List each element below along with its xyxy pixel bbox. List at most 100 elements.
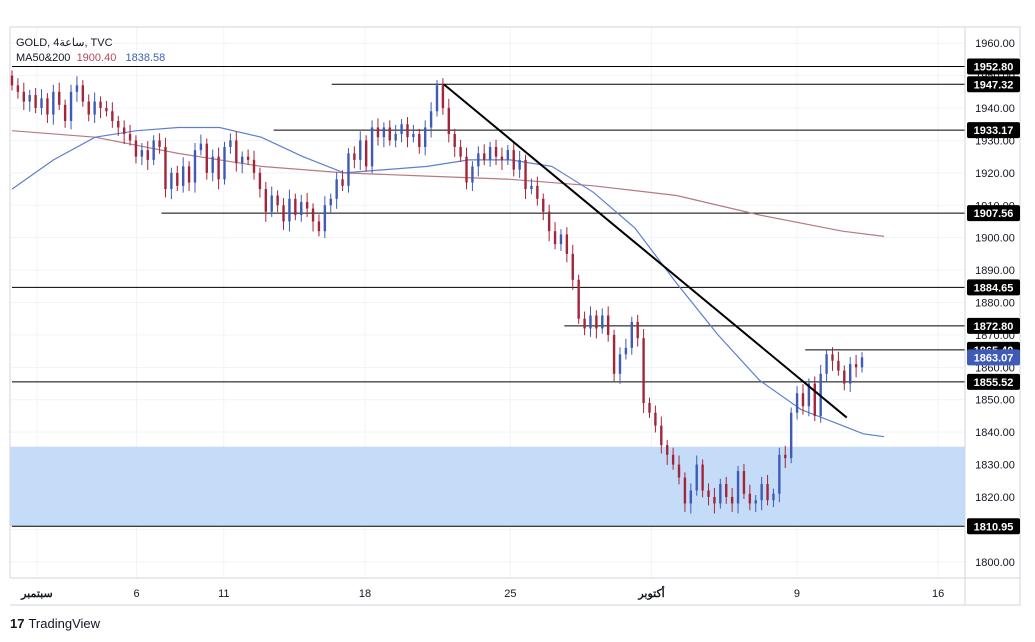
candle-body (784, 454, 787, 459)
candle-body (547, 211, 551, 232)
candle-body (140, 150, 144, 157)
candle-body (128, 133, 132, 141)
level-price-label: 1947.32 (974, 79, 1014, 91)
candle-body (553, 231, 557, 245)
candle-body (565, 234, 569, 254)
price-tick-label: 1830.00 (975, 460, 1015, 472)
candle-body (542, 198, 545, 212)
price-tick-label: 1940.00 (975, 103, 1015, 115)
candle-body (87, 101, 90, 115)
tradingview-logo-icon: 17 (10, 616, 25, 631)
candle-body (660, 425, 663, 446)
price-tick-label: 1930.00 (975, 135, 1015, 147)
level-price-label: 1907.56 (974, 208, 1014, 220)
candle-body (205, 143, 208, 173)
candle-body (241, 156, 244, 164)
candle-body (707, 490, 710, 497)
candle-body (754, 500, 757, 504)
trendline[interactable] (443, 83, 848, 419)
candle-body (235, 140, 238, 164)
candle-body (624, 347, 628, 355)
current-price-label-bg (967, 349, 1020, 366)
candle-body (536, 185, 539, 199)
price-tick-label: 1900.00 (975, 233, 1015, 245)
candle-body (772, 493, 775, 501)
tradingview-brand[interactable]: 17 TradingView (10, 616, 100, 631)
candle-body (111, 111, 114, 121)
price-tick-label: 1800.00 (975, 557, 1015, 569)
chart-frame (9, 26, 1021, 606)
candle-body (636, 321, 639, 339)
candle-body (589, 315, 592, 329)
candle-body (630, 321, 633, 348)
candle-body (58, 91, 61, 105)
candle-body (736, 471, 740, 504)
price-tick-label: 1820.00 (975, 492, 1015, 504)
candle-body (134, 140, 138, 157)
candle-body (583, 318, 586, 329)
level-price-label: 1810.95 (974, 521, 1014, 533)
candle-body (813, 383, 816, 416)
candle-body (353, 153, 356, 160)
candle-body (311, 208, 315, 222)
candle-body (429, 111, 433, 128)
level-price-label-bg (967, 76, 1020, 93)
candle-body (837, 360, 840, 371)
candle-body (854, 364, 858, 368)
level-price-label: 1884.65 (974, 282, 1014, 294)
candle-body (789, 412, 793, 459)
candle-body (34, 95, 37, 109)
candle-body (778, 454, 781, 494)
ma-legend[interactable]: MA50&200 1900.40 1838.58 (16, 52, 165, 64)
candle-body (323, 205, 327, 232)
candle-body (530, 185, 533, 190)
ma50-line (11, 126, 885, 438)
level-price-label: 1933.17 (974, 125, 1014, 137)
candle-body (671, 454, 675, 465)
time-tick-label: أكتوبر (637, 586, 664, 600)
level-price-label: 1952.80 (974, 62, 1014, 74)
candle-body (181, 166, 185, 186)
candle-body (477, 153, 480, 167)
candle-body (725, 484, 728, 497)
candle-body (252, 159, 256, 173)
candle-body (99, 101, 102, 109)
price-axis[interactable]: 1800.001810.001820.001830.001840.001850.… (975, 38, 1015, 569)
candle-body (199, 143, 203, 151)
candle-body (571, 253, 574, 280)
candle-body (701, 464, 704, 491)
candle-body (500, 156, 504, 160)
candle-body (270, 195, 273, 212)
candle-body (164, 146, 167, 190)
candle-body (412, 133, 415, 138)
candle-body (695, 464, 698, 491)
candle-body (93, 101, 96, 115)
candle-body (28, 95, 31, 102)
candle-body (282, 205, 285, 222)
level-price-label: 1872.80 (974, 321, 1014, 333)
price-tick-label: 1920.00 (975, 168, 1015, 180)
time-axis[interactable]: سبتمبر 6 11 18 25 أكتوبر 9 16 (20, 586, 944, 600)
ma50-value: 1900.40 (76, 52, 117, 64)
candle-body (10, 75, 14, 86)
candle-body (81, 85, 85, 102)
candle-body (187, 166, 191, 183)
current-price-label: 1863.07 (974, 352, 1014, 364)
price-tick-label: 1880.00 (975, 298, 1015, 310)
time-tick-label: 9 (794, 588, 800, 600)
candle-body (193, 150, 197, 183)
candle-body (382, 127, 386, 138)
candle-body (258, 172, 262, 190)
symbol-legend[interactable]: GOLD, 4ساعة, TVC (16, 36, 113, 49)
candle-body (400, 124, 403, 134)
candle-body (223, 146, 226, 180)
candle-body (364, 140, 368, 167)
candle-body (848, 364, 852, 384)
candle-body (518, 159, 521, 170)
candle-body (75, 85, 79, 92)
brand-name: TradingView (28, 616, 101, 631)
candle-body (394, 133, 397, 141)
candle-body (359, 140, 362, 160)
time-tick-label: 11 (218, 588, 229, 600)
